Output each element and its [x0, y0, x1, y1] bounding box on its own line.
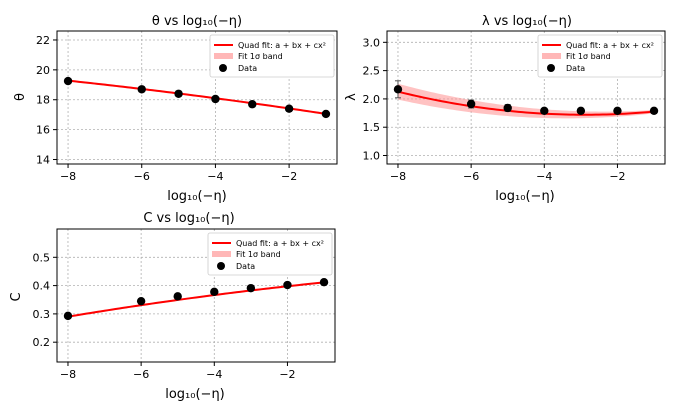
- y-tick-label: 2.0: [363, 93, 381, 106]
- legend-data-label: Data: [236, 262, 255, 271]
- fit-line-layer: [67, 281, 325, 318]
- x-tick-label: −2: [609, 170, 625, 183]
- y-tick-label: 3.0: [363, 36, 381, 49]
- fit-line-layer: [67, 79, 327, 115]
- panel-C: C vs log₁₀(−η) log₁₀(−η) C −8 −6 −4 −2 0.2 0.…: [9, 211, 336, 402]
- x-tick-label: −4: [207, 170, 223, 183]
- fit-line-layer: [397, 90, 655, 116]
- fit-line: [397, 90, 655, 116]
- y-tick-label: 2.5: [363, 65, 381, 78]
- y-tick-label: 14: [36, 154, 50, 167]
- data-point: [283, 280, 292, 290]
- fit-band: [397, 83, 655, 119]
- x-tick-label: −8: [390, 170, 406, 183]
- fit-band-layer: [397, 83, 655, 119]
- plot-frame: [386, 30, 666, 165]
- y-tick-label: 16: [36, 124, 50, 137]
- data-point: [319, 278, 329, 287]
- legend-band-label: Fit 1σ band: [238, 52, 283, 61]
- x-tick-label: −6: [463, 170, 479, 183]
- data-point: [246, 283, 256, 293]
- legend: Quad fit: a + bx + cx² Fit 1σ band Data: [207, 232, 333, 276]
- legend-band-label: Fit 1σ band: [236, 250, 281, 259]
- data-point: [466, 99, 476, 109]
- fit-line: [67, 281, 325, 318]
- data-point: [173, 292, 182, 301]
- y-tick-label: 1.5: [363, 121, 381, 134]
- x-axis-label: log₁₀(−η): [495, 189, 555, 204]
- plot-frame: [56, 228, 336, 363]
- data-point: [210, 287, 219, 297]
- y-axis-label: θ: [13, 93, 28, 101]
- x-tick-label: −8: [60, 368, 76, 381]
- data-point: [174, 89, 183, 98]
- x-tick-label: −8: [60, 170, 76, 183]
- chart-title: C vs log₁₀(−η): [143, 211, 234, 226]
- data-points-layer: [63, 76, 331, 119]
- data-point: [248, 100, 257, 109]
- plot-frame: [56, 30, 338, 165]
- x-axis-label: log₁₀(−η): [165, 387, 225, 402]
- legend-data-marker: [219, 64, 227, 72]
- y-axis-label: λ: [344, 93, 359, 101]
- data-points-layer: [63, 278, 329, 321]
- legend: Quad fit: a + bx + cx² Fit 1σ band Data: [209, 34, 335, 78]
- legend-data-marker: [217, 262, 225, 270]
- legend-box: [537, 34, 663, 78]
- legend-band-swatch: [214, 53, 233, 59]
- x-axis-label: log₁₀(−η): [167, 189, 227, 204]
- y-tick-label: 18: [36, 94, 50, 107]
- y-tick-label: 0.2: [33, 336, 51, 349]
- y-tick-label: 22: [36, 34, 50, 47]
- y-tick-label: 20: [36, 64, 50, 77]
- data-points-layer: [393, 80, 659, 116]
- x-tick-label: −4: [536, 170, 552, 183]
- y-tick-label: 0.4: [33, 280, 51, 293]
- data-point: [540, 106, 549, 116]
- x-tick-label: −2: [281, 170, 297, 183]
- y-tick-label: 0.3: [33, 308, 51, 321]
- ticks-layer: −8 −6 −4 −2 14 16 18 20 22: [36, 34, 297, 183]
- panel-lambda: λ vs log₁₀(−η) log₁₀(−η) λ −8 −6 −4 −2 1.0 1.…: [344, 14, 666, 204]
- legend-data-label: Data: [566, 64, 585, 73]
- legend: Quad fit: a + bx + cx² Fit 1σ band Data: [537, 34, 663, 78]
- fit-line: [67, 79, 327, 115]
- x-tick-label: −4: [206, 368, 222, 381]
- legend-band-swatch: [212, 251, 231, 257]
- data-point: [321, 109, 331, 119]
- data-point: [63, 76, 73, 86]
- data-point: [211, 94, 220, 104]
- chart-title: θ vs log₁₀(−η): [152, 14, 242, 29]
- data-point: [137, 85, 146, 94]
- data-point: [63, 311, 73, 321]
- legend-fit-label: Quad fit: a + bx + cx²: [236, 239, 324, 248]
- data-point: [613, 106, 622, 116]
- panel-theta: θ vs log₁₀(−η) log₁₀(−η) θ −8 −6 −4 −2 14 16 1…: [13, 14, 338, 204]
- legend-fit-label: Quad fit: a + bx + cx²: [566, 41, 654, 50]
- ticks-layer: −8 −6 −4 −2 0.2 0.3 0.4 0.5: [33, 251, 296, 381]
- x-tick-label: −6: [133, 368, 149, 381]
- legend-band-swatch: [542, 53, 561, 59]
- legend-box: [207, 232, 333, 276]
- chart-title: λ vs log₁₀(−η): [482, 14, 572, 29]
- y-axis-label: C: [9, 292, 24, 301]
- legend-data-label: Data: [238, 64, 257, 73]
- legend-band-label: Fit 1σ band: [566, 52, 611, 61]
- legend-fit-label: Quad fit: a + bx + cx²: [238, 41, 326, 50]
- y-tick-label: 1.0: [363, 150, 381, 163]
- x-tick-label: −6: [134, 170, 150, 183]
- ticks-layer: −8 −6 −4 −2 1.0 1.5 2.0 2.5 3.0: [363, 36, 626, 183]
- data-point: [503, 103, 512, 113]
- data-point: [284, 104, 294, 113]
- legend-box: [209, 34, 335, 78]
- x-tick-label: −2: [279, 368, 295, 381]
- data-point: [393, 85, 403, 94]
- legend-data-marker: [547, 64, 555, 72]
- y-tick-label: 0.5: [33, 251, 51, 264]
- data-point: [576, 106, 586, 116]
- data-point: [649, 106, 659, 116]
- data-point: [136, 296, 146, 306]
